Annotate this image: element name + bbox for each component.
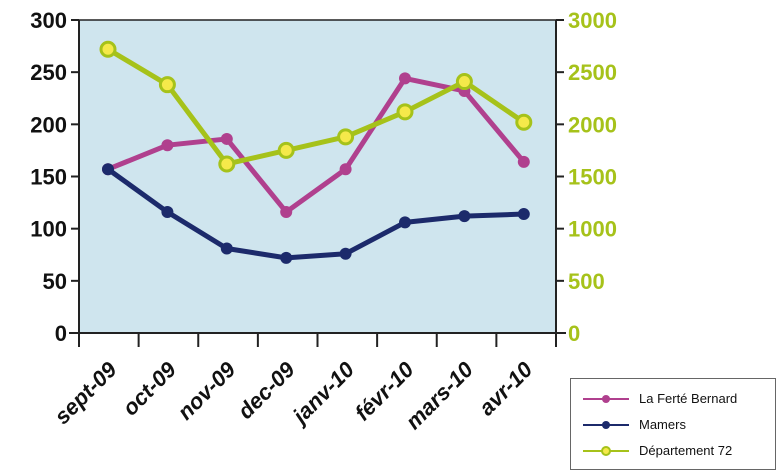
data-point bbox=[277, 141, 295, 159]
left-tick-label: 250 bbox=[30, 60, 67, 85]
legend: La Ferté Bernard Mamers Département 72 bbox=[570, 378, 776, 470]
legend-item-departement-72: Département 72 bbox=[571, 441, 775, 461]
data-point bbox=[339, 163, 352, 176]
data-point bbox=[220, 242, 233, 255]
data-point bbox=[399, 216, 411, 229]
x-tick-label: mars-10 bbox=[401, 356, 479, 434]
data-point bbox=[339, 247, 352, 260]
series-line bbox=[105, 166, 527, 261]
data-point bbox=[280, 251, 293, 264]
series-1 bbox=[102, 163, 530, 264]
data-point bbox=[517, 155, 530, 168]
x-tick-label: nov-09 bbox=[173, 356, 241, 424]
legend-label: Mamers bbox=[639, 417, 686, 432]
left-tick-label: 50 bbox=[43, 269, 67, 294]
data-point bbox=[515, 113, 533, 131]
data-point bbox=[399, 72, 411, 85]
legend-key-mamers bbox=[583, 421, 629, 429]
left-tick-label: 100 bbox=[30, 217, 67, 242]
data-point bbox=[458, 210, 471, 223]
data-point bbox=[280, 205, 293, 218]
right-tick-label: 1000 bbox=[568, 217, 617, 242]
data-point bbox=[161, 205, 174, 218]
right-tick-label: 500 bbox=[568, 269, 605, 294]
left-tick-label: 200 bbox=[30, 112, 67, 137]
data-point bbox=[517, 208, 530, 221]
legend-label: La Ferté Bernard bbox=[639, 391, 738, 406]
data-point bbox=[396, 103, 414, 121]
right-tick-label: 0 bbox=[568, 321, 580, 346]
right-tick-label: 2000 bbox=[568, 112, 617, 137]
series-layer bbox=[99, 40, 533, 264]
left-tick-label: 300 bbox=[30, 8, 67, 33]
data-point bbox=[220, 132, 233, 145]
right-tick-label: 1500 bbox=[568, 165, 617, 190]
data-point bbox=[102, 163, 114, 176]
data-point bbox=[337, 128, 355, 146]
data-point bbox=[99, 40, 117, 58]
x-tick-label: oct-09 bbox=[117, 356, 181, 420]
plot-area bbox=[78, 19, 557, 334]
data-point bbox=[218, 155, 236, 173]
data-point bbox=[455, 73, 473, 91]
legend-item-mamers: Mamers bbox=[571, 415, 775, 435]
series-line bbox=[105, 46, 527, 167]
legend-label: Département 72 bbox=[639, 443, 733, 458]
x-tick-label: avr-10 bbox=[474, 356, 538, 420]
x-tick-label: janv-10 bbox=[286, 356, 360, 430]
left-y-axis: 0 50 100 150 200 250 300 bbox=[30, 8, 80, 347]
left-tick-label: 150 bbox=[30, 165, 67, 190]
legend-item-la-ferte-bernard: La Ferté Bernard bbox=[571, 389, 775, 409]
right-tick-label: 2500 bbox=[568, 60, 617, 85]
x-tick-label: sept-09 bbox=[49, 356, 122, 429]
right-tick-label: 3000 bbox=[568, 8, 617, 33]
legend-key-la-ferte-bernard bbox=[583, 395, 629, 403]
data-point bbox=[161, 139, 174, 152]
data-point bbox=[158, 76, 176, 94]
right-y-axis: 0 500 1000 1500 2000 2500 3000 bbox=[555, 8, 617, 347]
legend-key-departement-72 bbox=[583, 446, 629, 456]
left-tick-label: 0 bbox=[55, 321, 67, 346]
series-2 bbox=[99, 40, 533, 173]
x-axis: sept-09oct-09nov-09dec-09janv-10févr-10m… bbox=[49, 332, 566, 434]
